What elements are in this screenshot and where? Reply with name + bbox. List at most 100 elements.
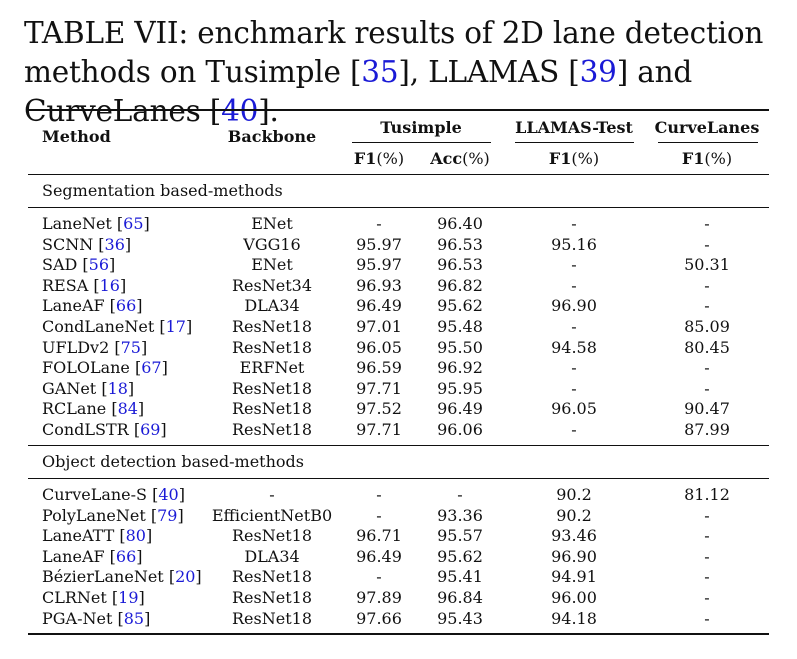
cell-curvelanes-f1: 81.12 (684, 485, 730, 504)
cell-method: GANet [18] (42, 379, 134, 399)
cell-method: UFLDv2 [75] (42, 338, 147, 358)
citation-link[interactable]: 35 (361, 55, 399, 89)
cell-tusimple-f1: 96.49 (356, 546, 402, 566)
cell-tusimple-f1: 96.05 (356, 337, 402, 357)
cell-llamas-f1: 96.05 (551, 399, 597, 419)
method-name: RESA (42, 275, 89, 295)
citation-link[interactable]: 65 (123, 214, 144, 233)
cell-method: LaneAF [66] (42, 547, 143, 567)
curvelanes-subrule (658, 142, 758, 143)
cell-method: FOLOLane [67] (42, 358, 168, 378)
table-caption: TABLE VII: enchmark results of 2D lane d… (24, 14, 784, 131)
cell-tusimple-acc: 96.53 (437, 255, 483, 275)
citation-link[interactable]: 75 (120, 337, 141, 357)
citation-link[interactable]: 56 (88, 255, 110, 275)
citation-link[interactable]: 85 (123, 608, 145, 628)
cell-tusimple-f1: 96.59 (356, 358, 402, 378)
method-name: SAD (42, 255, 78, 275)
header-rule (28, 174, 769, 175)
cell-tusimple-f1: 97.71 (356, 420, 402, 439)
subheader-llamas-f1: F1(%) (548, 149, 600, 168)
citation-link[interactable]: 20 (175, 567, 196, 587)
method-name: LaneATT (42, 526, 115, 546)
bracket: ] (185, 317, 193, 336)
bracket: ] (138, 588, 145, 607)
cell-tusimple-acc: 95.41 (437, 567, 483, 587)
cell-method: CurveLane-S [40] (42, 485, 185, 505)
cell-backbone: DLA34 (244, 296, 300, 316)
citation-link[interactable]: 66 (115, 546, 137, 566)
citation-link[interactable]: 18 (107, 378, 128, 398)
method-name: SCNN (42, 234, 94, 254)
cell-tusimple-f1: 95.97 (356, 234, 402, 254)
llamas-subrule (515, 142, 634, 143)
cell-curvelanes-f1: - (704, 608, 710, 628)
bracket: ] (195, 567, 202, 587)
cell-tusimple-f1: - (376, 567, 382, 587)
bracket: ] (137, 399, 145, 419)
citation-link[interactable]: 19 (118, 588, 139, 607)
citation-link[interactable]: 80 (125, 526, 146, 546)
subheader-tusimple-f1: F1(%) (353, 149, 405, 168)
cell-curvelanes-f1: - (704, 588, 710, 607)
bottom-rule (28, 633, 769, 635)
bracket: [ (128, 420, 141, 439)
section-rule (28, 478, 769, 479)
cell-tusimple-f1: 95.97 (356, 255, 402, 275)
cell-tusimple-f1: 97.52 (356, 399, 402, 419)
bracket: [ (114, 526, 126, 546)
citation-link[interactable]: 17 (165, 317, 186, 336)
cell-tusimple-acc: 95.57 (437, 526, 483, 546)
cell-method: CondLaneNet [17] (42, 317, 192, 337)
bracket: ] (140, 337, 148, 357)
cell-curvelanes-f1: 87.99 (684, 420, 730, 439)
citation-link[interactable]: 69 (140, 420, 161, 439)
bracket: ] (144, 608, 151, 628)
cell-backbone: ResNet34 (232, 275, 312, 295)
cell-curvelanes-f1: - (704, 546, 710, 566)
bracket: ] (124, 234, 132, 254)
bracket: [ (163, 567, 176, 587)
cell-backbone: ENet (251, 214, 293, 233)
citation-link[interactable]: 36 (104, 234, 125, 254)
caption-text: TABLE VII: enchmark results of 2D lane d… (24, 16, 764, 89)
cell-tusimple-f1: 97.71 (356, 378, 402, 398)
cell-llamas-f1: 96.00 (551, 588, 597, 607)
cell-backbone: ERFNet (239, 358, 305, 378)
bracket: ] (136, 546, 143, 566)
cell-backbone: ResNet18 (232, 588, 312, 607)
citation-link[interactable]: 40 (221, 94, 259, 128)
cell-llamas-f1: - (571, 378, 577, 398)
cell-method: PolyLaneNet [79] (42, 506, 184, 526)
citation-link[interactable]: 79 (157, 505, 178, 525)
method-name: RCLane (42, 399, 107, 419)
cell-llamas-f1: 90.2 (556, 505, 592, 525)
cell-method: SAD [56] (42, 255, 115, 275)
cell-method: SCNN [36] (42, 235, 131, 255)
cell-tusimple-f1: 96.71 (356, 526, 402, 546)
cell-llamas-f1: 94.18 (551, 608, 597, 628)
method-name: CLRNet (42, 588, 107, 607)
cell-llamas-f1: 93.46 (551, 526, 597, 546)
cell-tusimple-acc: 95.95 (437, 378, 483, 398)
cell-backbone: - (269, 485, 275, 504)
header-llamas: LLAMAS-Test (515, 118, 633, 137)
citation-link[interactable]: 40 (158, 485, 179, 504)
bracket: [ (88, 275, 100, 295)
cell-method: LaneAF [66] (42, 296, 143, 316)
citation-link[interactable]: 39 (579, 55, 617, 89)
caption-text: ]. (258, 94, 279, 128)
tusimple-subrule (352, 142, 491, 143)
method-name: FOLOLane (42, 358, 130, 378)
citation-link[interactable]: 84 (117, 399, 138, 419)
cell-method: CLRNet [19] (42, 588, 145, 608)
cell-tusimple-acc: 96.84 (437, 588, 483, 607)
cell-curvelanes-f1: - (704, 567, 710, 587)
cell-tusimple-acc: 96.06 (437, 420, 483, 439)
citation-link[interactable]: 66 (115, 296, 137, 316)
method-name: BézierLaneNet (42, 567, 164, 587)
citation-link[interactable]: 67 (141, 358, 162, 378)
header-method: Method (42, 127, 111, 146)
citation-link[interactable]: 16 (99, 275, 120, 295)
section-divider-rule (28, 445, 769, 446)
